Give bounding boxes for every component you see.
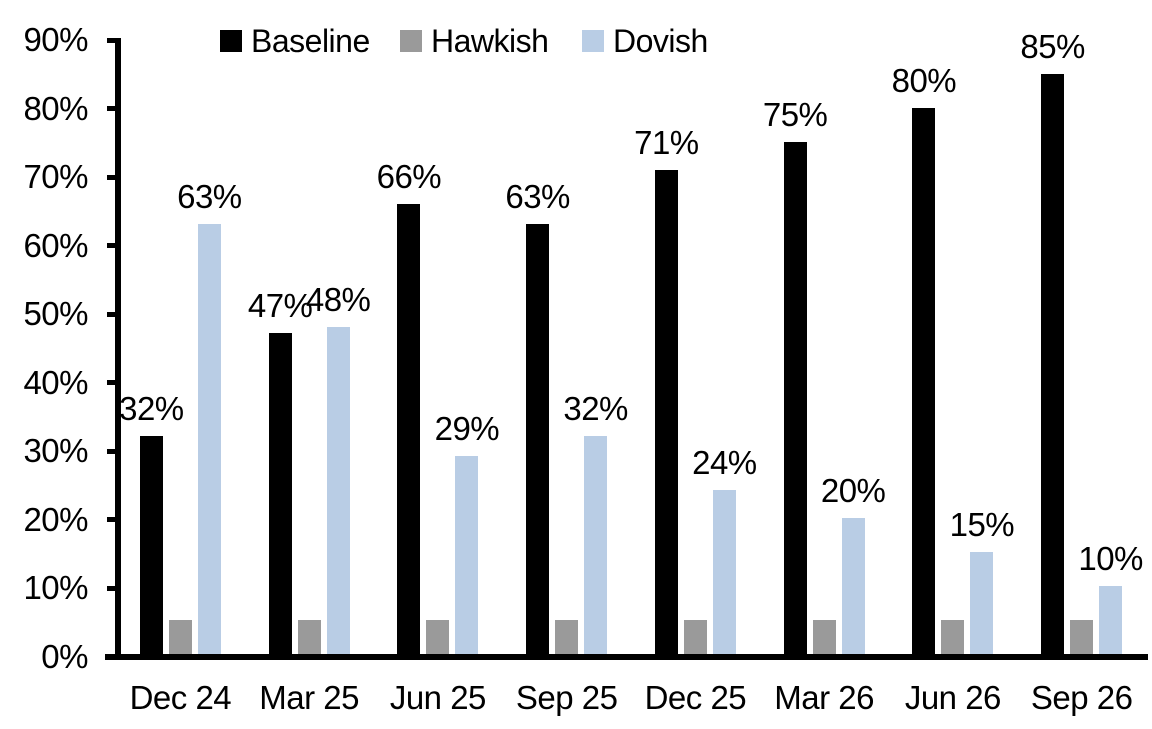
data-label-dovish-sep-25: 32% xyxy=(563,389,628,427)
legend-item-baseline: Baseline xyxy=(220,22,370,60)
legend-label-baseline: Baseline xyxy=(251,22,370,59)
x-label-jun-25: Jun 25 xyxy=(389,679,487,716)
x-label-sep-25: Sep 25 xyxy=(515,679,618,716)
legend-label-dovish: Dovish xyxy=(613,22,708,59)
legend-item-hawkish: Hawkish xyxy=(400,22,549,60)
bar-dovish-dec-25 xyxy=(712,490,736,654)
y-tick-60 xyxy=(107,243,121,249)
bar-hawkish-dec-24 xyxy=(168,619,192,654)
x-label-mar-25: Mar 25 xyxy=(259,679,359,716)
bar-baseline-dec-25 xyxy=(654,169,678,654)
bar-baseline-sep-26 xyxy=(1041,74,1065,654)
bar-hawkish-dec-25 xyxy=(683,619,707,654)
data-label-dovish-sep-26: 10% xyxy=(1078,539,1143,577)
y-tick-label-20: 20% xyxy=(23,500,88,538)
y-tick-label-30: 30% xyxy=(23,432,88,470)
bar-baseline-mar-26 xyxy=(783,142,807,654)
data-label-dovish-mar-26: 20% xyxy=(820,471,886,509)
data-label-baseline-jun-25: 66% xyxy=(376,157,442,195)
y-tick-label-80: 80% xyxy=(23,89,88,127)
x-label-jun-26: Jun 26 xyxy=(904,679,1002,716)
data-label-dovish-jun-25: 29% xyxy=(434,410,500,448)
y-tick-label-70: 70% xyxy=(23,158,88,196)
bar-hawkish-mar-25 xyxy=(297,619,321,654)
y-tick-label-10: 10% xyxy=(23,569,88,607)
x-label-dec-25: Dec 25 xyxy=(644,679,747,716)
data-label-baseline-sep-26: 85% xyxy=(1020,28,1085,66)
data-label-dovish-mar-25: 48% xyxy=(305,280,371,318)
legend-swatch-dovish-icon xyxy=(582,30,604,52)
legend-swatch-baseline-icon xyxy=(220,30,242,52)
y-axis-line xyxy=(115,38,121,660)
y-tick-0 xyxy=(107,654,121,660)
data-label-dovish-dec-25: 24% xyxy=(692,444,757,482)
y-tick-label-90: 90% xyxy=(23,21,88,58)
x-label-sep-26: Sep 26 xyxy=(1030,679,1133,716)
y-tick-label-0: 0% xyxy=(41,638,88,675)
bar-baseline-dec-24 xyxy=(139,435,163,654)
data-label-baseline-jun-26: 80% xyxy=(891,62,957,100)
y-tick-label-40: 40% xyxy=(23,363,88,401)
bar-dovish-mar-26 xyxy=(841,517,865,654)
y-tick-90 xyxy=(107,37,121,43)
bar-baseline-sep-25 xyxy=(526,224,550,654)
data-label-baseline-mar-26: 75% xyxy=(762,96,828,134)
data-label-dovish-dec-24: 63% xyxy=(177,178,242,216)
bar-dovish-mar-25 xyxy=(326,326,350,654)
y-tick-label-50: 50% xyxy=(23,295,88,333)
bar-hawkish-sep-26 xyxy=(1070,619,1094,654)
bar-baseline-jun-26 xyxy=(912,108,936,654)
x-label-mar-26: Mar 26 xyxy=(774,679,874,716)
y-tick-10 xyxy=(107,585,121,591)
legend-item-dovish: Dovish xyxy=(582,22,708,60)
bar-hawkish-jun-26 xyxy=(941,619,965,654)
bar-hawkish-jun-25 xyxy=(426,619,450,654)
bar-dovish-dec-24 xyxy=(197,224,221,654)
bar-dovish-sep-25 xyxy=(584,435,608,654)
bar-hawkish-sep-25 xyxy=(555,619,579,654)
y-tick-50 xyxy=(107,311,121,317)
data-label-baseline-mar-25: 47% xyxy=(247,287,313,325)
data-label-baseline-sep-25: 63% xyxy=(505,178,570,216)
data-label-baseline-dec-25: 71% xyxy=(634,123,699,161)
y-tick-80 xyxy=(107,106,121,112)
legend-label-hawkish: Hawkish xyxy=(431,22,549,59)
bar-dovish-jun-25 xyxy=(455,456,479,654)
y-tick-70 xyxy=(107,174,121,180)
bar-baseline-jun-25 xyxy=(397,203,421,654)
y-tick-40 xyxy=(107,380,121,386)
y-tick-20 xyxy=(107,517,121,523)
x-axis-line xyxy=(105,654,1148,660)
bar-dovish-sep-26 xyxy=(1099,585,1123,654)
bar-hawkish-mar-26 xyxy=(812,619,836,654)
legend-swatch-hawkish-icon xyxy=(400,30,422,52)
bar-dovish-jun-26 xyxy=(970,551,994,654)
data-label-dovish-jun-26: 15% xyxy=(949,505,1015,543)
bar-baseline-mar-25 xyxy=(268,333,292,654)
y-tick-30 xyxy=(107,448,121,454)
data-label-baseline-dec-24: 32% xyxy=(119,389,184,427)
y-tick-label-60: 60% xyxy=(23,226,88,264)
x-label-dec-24: Dec 24 xyxy=(129,679,232,716)
